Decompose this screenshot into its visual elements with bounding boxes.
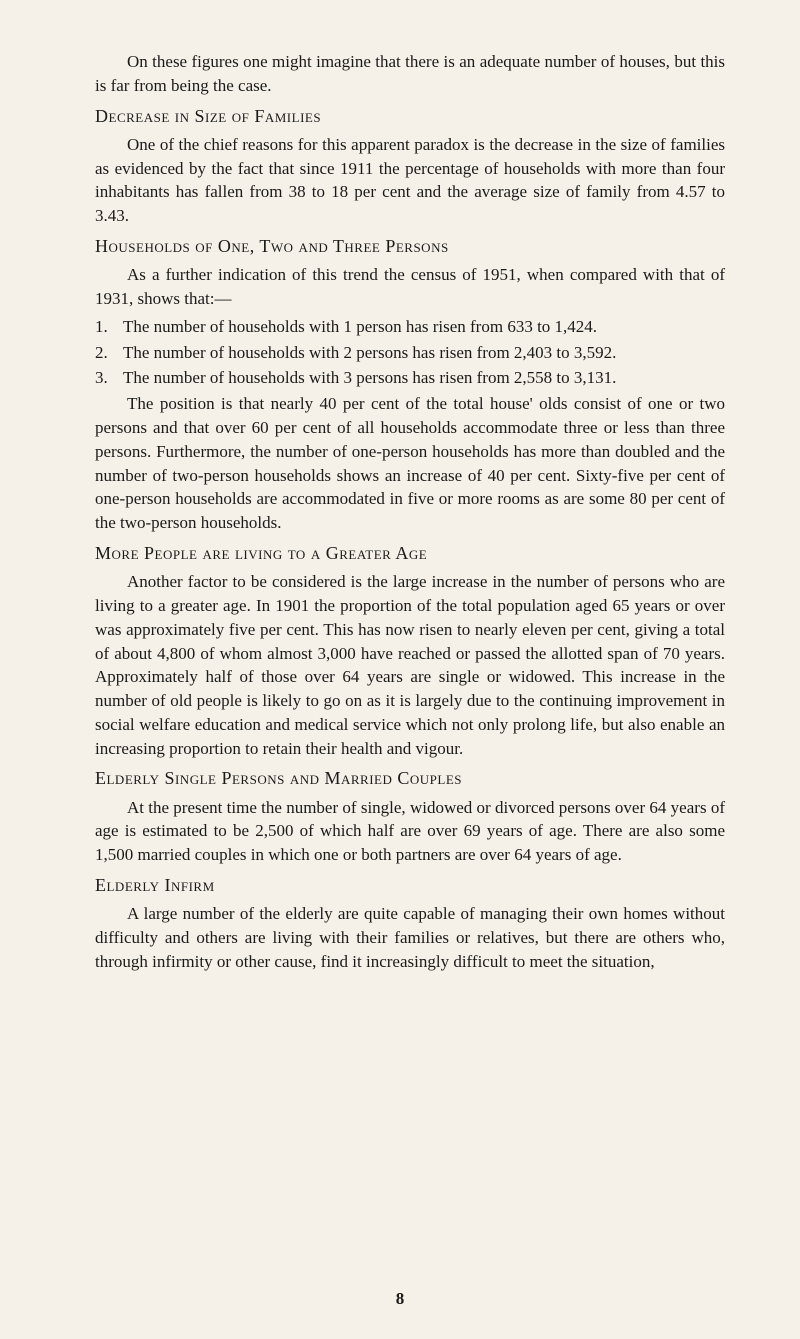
section-heading-2: Households of One, Two and Three Persons: [95, 234, 725, 259]
section-heading-1: Decrease in Size of Families: [95, 104, 725, 129]
section1-paragraph: One of the chief reasons for this appare…: [95, 133, 725, 228]
list-item-1: 1. The number of households with 1 perso…: [95, 315, 725, 339]
section-heading-5: Elderly Infirm: [95, 873, 725, 898]
document-content: On these figures one might imagine that …: [95, 50, 725, 974]
section2-conclusion: The position is that nearly 40 per cent …: [95, 392, 725, 535]
list-text: The number of households with 1 person h…: [123, 315, 725, 339]
list-number: 2.: [95, 341, 123, 365]
list-item-2: 2. The number of households with 2 perso…: [95, 341, 725, 365]
section-heading-3: More People are living to a Greater Age: [95, 541, 725, 566]
list-number: 3.: [95, 366, 123, 390]
list-item-3: 3. The number of households with 3 perso…: [95, 366, 725, 390]
page-number: 8: [396, 1289, 405, 1309]
section4-paragraph: At the present time the number of single…: [95, 796, 725, 867]
list-number: 1.: [95, 315, 123, 339]
intro-paragraph: On these figures one might imagine that …: [95, 50, 725, 98]
section5-paragraph: A large number of the elderly are quite …: [95, 902, 725, 973]
section2-intro: As a further indication of this trend th…: [95, 263, 725, 311]
section3-paragraph: Another factor to be considered is the l…: [95, 570, 725, 760]
section-heading-4: Elderly Single Persons and Married Coupl…: [95, 766, 725, 791]
list-text: The number of households with 3 persons …: [123, 366, 725, 390]
list-text: The number of households with 2 persons …: [123, 341, 725, 365]
